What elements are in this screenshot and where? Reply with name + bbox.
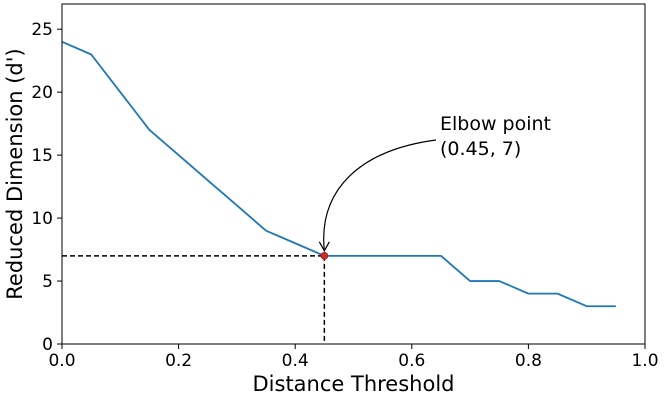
x-axis-ticks: 0.0 0.2 0.4 0.6 0.8 1.0 — [48, 344, 659, 371]
y-axis-label: Reduced Dimension (d') — [3, 48, 27, 299]
elbow-point-marker — [320, 252, 329, 260]
y-tick-label: 0 — [42, 335, 53, 355]
x-tick-label: 0.8 — [515, 351, 542, 371]
annotation-label-line1: Elbow point — [440, 113, 551, 135]
x-tick-label: 0.4 — [282, 351, 309, 371]
y-tick-label: 10 — [31, 209, 53, 229]
x-tick-label: 0.2 — [165, 351, 192, 371]
elbow-annotation: Elbow point (0.45, 7) — [318, 113, 551, 253]
y-tick-label: 25 — [31, 20, 53, 40]
series-layer — [61, 40, 616, 308]
y-tick-label: 5 — [42, 272, 53, 292]
x-tick-label: 0.6 — [398, 351, 425, 371]
x-tick-label: 0.0 — [48, 351, 75, 371]
elbow-guides — [62, 255, 326, 344]
x-axis-label: Distance Threshold — [253, 372, 455, 396]
annotation-label-line2: (0.45, 7) — [440, 138, 521, 160]
annotation-arrowhead — [318, 241, 330, 253]
annotation-arrow — [323, 139, 437, 251]
y-axis-ticks: 0 5 10 15 20 25 — [31, 20, 62, 355]
series-line-0 — [61, 40, 616, 308]
y-tick-label: 15 — [31, 146, 53, 166]
y-tick-label: 20 — [31, 83, 53, 103]
x-tick-label: 1.0 — [631, 351, 658, 371]
axes-frame — [61, 3, 646, 345]
plot-frame — [61, 3, 646, 345]
